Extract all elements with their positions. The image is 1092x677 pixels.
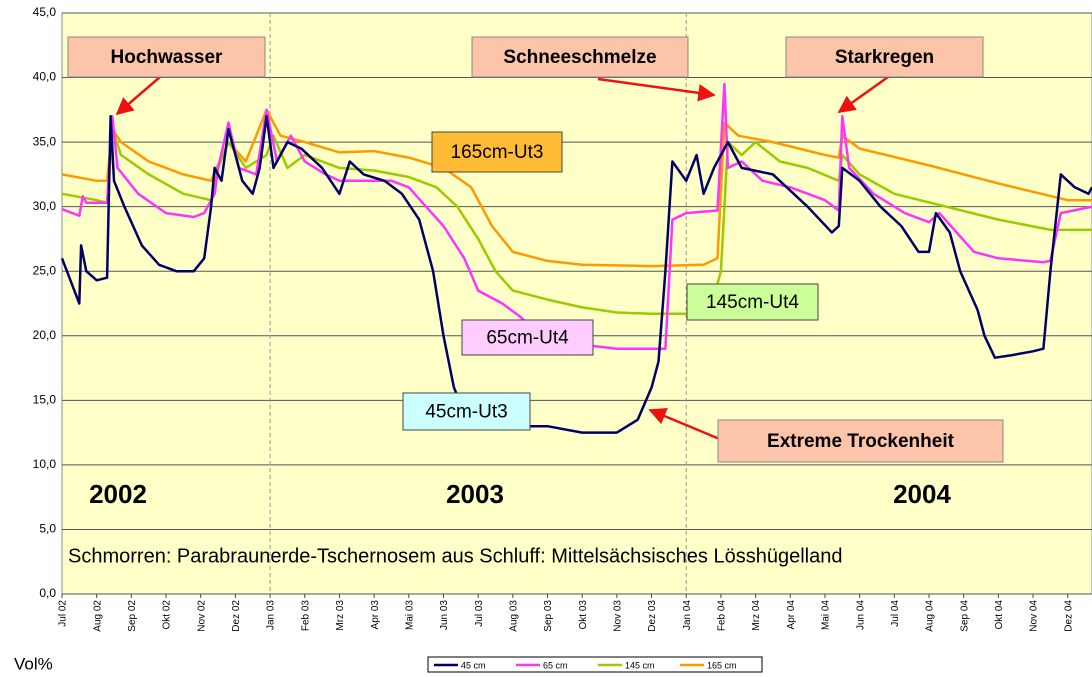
year-label: 2003: [446, 479, 504, 509]
series-label: 45cm-Ut3: [425, 402, 507, 423]
legend-label: 145 cm: [625, 660, 655, 670]
callout: Hochwasser: [111, 47, 224, 68]
year-label: 2002: [89, 479, 147, 509]
series-line: [61, 108, 1092, 268]
series-label-box: [461, 319, 594, 356]
callout-box: [67, 36, 266, 78]
y-tick-label: 40,0: [33, 70, 57, 84]
callout-box: [471, 36, 689, 78]
x-tick-label: Mrz 04: [751, 600, 762, 631]
x-tick-label: Mai 04: [821, 600, 832, 630]
y-tick-label: 10,0: [33, 457, 57, 471]
series-label: 165cm-Ut3: [451, 142, 544, 163]
callout-arrow: [837, 75, 889, 114]
x-tick-label: Jul 02: [58, 600, 69, 627]
x-tick-label: Jan 03: [266, 600, 277, 630]
x-tick-label: Mrz 03: [335, 600, 346, 631]
x-tick-label: Aug 03: [508, 600, 519, 632]
x-tick-label: Dez 03: [647, 600, 658, 632]
x-tick-label: Jul 03: [474, 600, 485, 627]
y-axis-label: Vol%: [14, 654, 53, 673]
y-tick-label: 45,0: [33, 5, 57, 19]
x-tick-label: Okt 02: [162, 600, 173, 630]
y-tick-label: 20,0: [33, 328, 57, 342]
year-label: 2004: [893, 479, 951, 509]
x-tick-label: Nov 04: [1029, 600, 1040, 632]
legend-label: 45 cm: [461, 660, 486, 670]
callout-arrow: [648, 407, 723, 442]
series-label-box: [686, 283, 819, 321]
legend-label: 165 cm: [707, 660, 737, 670]
y-tick-label: 0,0: [39, 586, 56, 600]
callout: Extreme Trockenheit: [767, 431, 955, 452]
x-tick-label: Jan 04: [682, 600, 693, 630]
x-tick-label: Sep 02: [127, 600, 138, 632]
x-tick-label: Nov 02: [196, 600, 207, 632]
x-tick-label: Sep 03: [543, 600, 554, 632]
legend-label: 65 cm: [543, 660, 568, 670]
x-tick-label: Nov 03: [613, 600, 624, 632]
x-tick-label: Aug 04: [925, 600, 936, 632]
x-tick-label: Feb 04: [717, 600, 728, 632]
callout-box: [717, 419, 1004, 463]
series-label-box: [431, 131, 563, 173]
callout-box: [785, 36, 984, 78]
plot-area: [61, 12, 1092, 595]
callout: Schneeschmelze: [503, 47, 656, 68]
y-tick-label: 25,0: [33, 263, 57, 277]
x-tick-label: Jun 04: [855, 600, 866, 630]
annotations: 45cm-Ut3 65cm-Ut4 145cm-Ut4 165cm-Ut3 Hochwa…: [67, 36, 1004, 567]
series-line: [61, 82, 1092, 350]
x-tick-label: Sep 04: [959, 600, 970, 632]
x-tick-label: Dez 02: [231, 600, 242, 632]
series-label-box: [402, 392, 531, 431]
x-tick-label: Dez 04: [1063, 600, 1074, 632]
series-label: 145cm-Ut4: [706, 292, 799, 313]
y-tick-label: 30,0: [33, 199, 57, 213]
callout: Starkregen: [835, 47, 934, 68]
y-tick-label: 5,0: [39, 522, 56, 536]
callout-arrow: [115, 76, 161, 116]
subtitle: Schmorren: Parabraunerde-Tschernosem aus…: [68, 545, 842, 567]
x-tick-label: Mai 03: [404, 600, 415, 630]
x-tick-label: Jun 03: [439, 600, 450, 630]
legend: [427, 656, 763, 673]
x-tick-label: Apr 03: [370, 600, 381, 630]
x-tick-label: Apr 04: [786, 600, 797, 630]
x-tick-label: Okt 04: [994, 600, 1005, 630]
y-tick-label: 15,0: [33, 393, 57, 407]
series-label: 65cm-Ut4: [486, 328, 569, 349]
x-tick-label: Feb 03: [300, 600, 311, 632]
callout-arrow: [597, 77, 716, 102]
x-tick-label: Aug 02: [92, 600, 103, 632]
y-tick-label: 35,0: [33, 134, 57, 148]
x-tick-label: Okt 03: [578, 600, 589, 630]
x-tick-label: Jul 04: [890, 600, 901, 627]
